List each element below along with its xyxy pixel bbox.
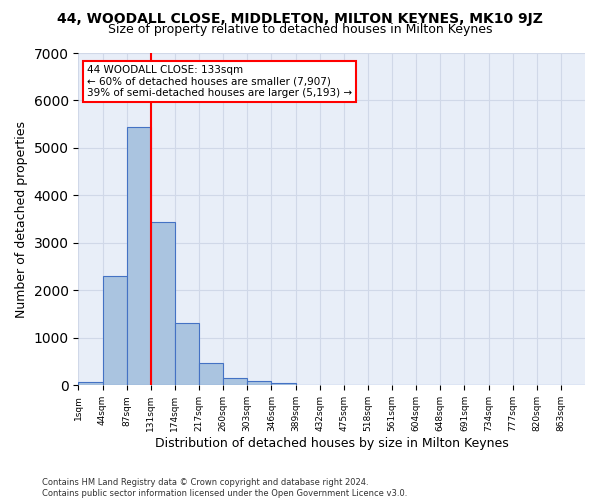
Bar: [79, 382, 103, 386]
Bar: [247, 381, 271, 386]
Bar: [199, 362, 223, 386]
Text: Size of property relative to detached houses in Milton Keynes: Size of property relative to detached ho…: [108, 22, 492, 36]
Bar: [151, 222, 175, 386]
X-axis label: Distribution of detached houses by size in Milton Keynes: Distribution of detached houses by size …: [155, 437, 509, 450]
Text: Contains HM Land Registry data © Crown copyright and database right 2024.
Contai: Contains HM Land Registry data © Crown c…: [42, 478, 407, 498]
Bar: [175, 323, 199, 386]
Bar: [223, 378, 247, 386]
Bar: [271, 382, 296, 386]
Y-axis label: Number of detached properties: Number of detached properties: [15, 120, 28, 318]
Text: 44 WOODALL CLOSE: 133sqm
← 60% of detached houses are smaller (7,907)
39% of sem: 44 WOODALL CLOSE: 133sqm ← 60% of detach…: [87, 65, 352, 98]
Bar: [127, 126, 151, 386]
Text: 44, WOODALL CLOSE, MIDDLETON, MILTON KEYNES, MK10 9JZ: 44, WOODALL CLOSE, MIDDLETON, MILTON KEY…: [57, 12, 543, 26]
Bar: [103, 276, 127, 386]
